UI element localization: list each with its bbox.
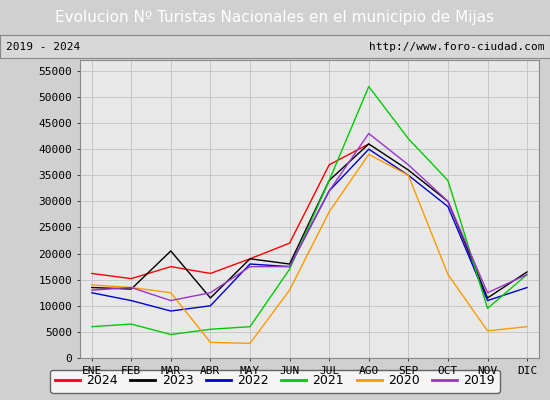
Text: http://www.foro-ciudad.com: http://www.foro-ciudad.com (369, 42, 544, 52)
Legend: 2024, 2023, 2022, 2021, 2020, 2019: 2024, 2023, 2022, 2021, 2020, 2019 (50, 370, 500, 392)
Text: Evolucion Nº Turistas Nacionales en el municipio de Mijas: Evolucion Nº Turistas Nacionales en el m… (56, 10, 494, 25)
Text: 2019 - 2024: 2019 - 2024 (6, 42, 80, 52)
